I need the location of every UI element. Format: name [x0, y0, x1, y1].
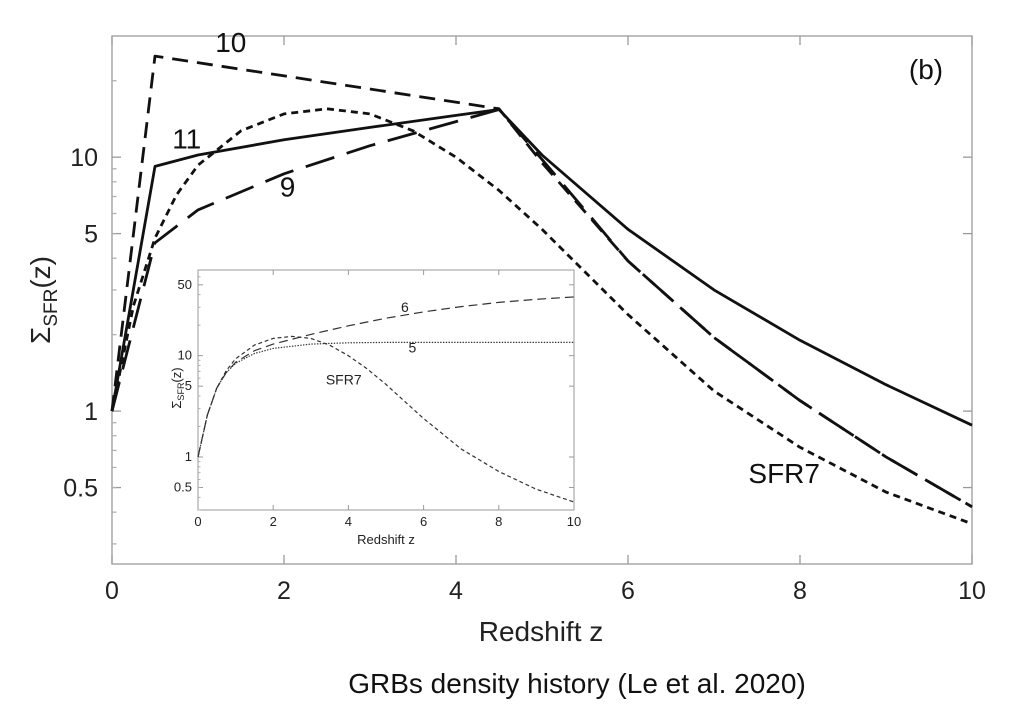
inset-y-tick-label: 1: [185, 449, 192, 464]
y-tick-label: 10: [70, 144, 98, 172]
inset-x-tick-label: 8: [495, 514, 502, 529]
y-axis-title-sub: SFR: [41, 289, 62, 327]
x-axis-title: Redshift z: [479, 616, 604, 647]
inset-x-tick-label: 10: [567, 514, 581, 529]
inset-y-axis-title-sub: SFR: [176, 382, 186, 401]
inset-x-tick-label: 4: [345, 514, 352, 529]
curve-label-9: 9: [280, 171, 296, 202]
inset-x-axis-title: Redshift z: [357, 532, 415, 547]
inset-x-tick-label: 0: [194, 514, 201, 529]
series-line-sfr7: [110, 107, 973, 526]
inset-x-tick-label: 6: [420, 514, 427, 529]
curve-label-10: 10: [215, 27, 246, 58]
x-tick-label: 6: [621, 577, 635, 605]
curve-label-sfr7: SFR7: [748, 458, 820, 489]
main-plot-frame: [111, 35, 973, 565]
inset-plot-frame: [197, 269, 575, 511]
inset-curve-label-5: 5: [409, 339, 417, 355]
inset-y-tick-label: 10: [178, 348, 192, 363]
inset-series-line-sfr7: [197, 335, 575, 503]
chart-figure: 0 2 4 6 8 10 0.5 1 5 10 10 11 9 SFR7 (b) Redshift z …: [25, 27, 986, 647]
y-axis-title-base: Σ: [25, 327, 56, 344]
main-annotations: 10 11 9 SFR7: [172, 27, 820, 489]
inset-series: [197, 296, 575, 503]
curve-label-11: 11: [172, 124, 201, 155]
y-tick-label: 1: [84, 398, 98, 426]
x-tick-label: 2: [277, 577, 291, 605]
inset-axis-ticks: 0 2 4 6 8 10 0.5 1 5 10 50: [174, 270, 581, 529]
inset-frame-rect: [197, 269, 575, 511]
inset-y-axis-title-tail: (z): [169, 367, 184, 382]
inset-series-line-6: [197, 296, 575, 458]
y-axis-title: ΣSFR(z): [25, 256, 62, 344]
inset-y-tick-label: 50: [178, 277, 192, 292]
y-axis-title-tail: (z): [25, 256, 56, 289]
x-tick-label: 4: [449, 577, 463, 605]
inset-y-tick-label: 0.5: [174, 480, 192, 495]
x-tick-label: 8: [793, 577, 807, 605]
frame-rect: [111, 35, 973, 565]
series-line-9: [110, 108, 973, 509]
y-tick-label: 5: [84, 221, 98, 249]
panel-label: (b): [909, 54, 943, 85]
figure-caption: GRBs density history (Le et al. 2020): [0, 668, 1010, 700]
inset-curve-label-6: 6: [401, 299, 409, 315]
main-series: [110, 54, 973, 526]
inset-annotations: 6 5 SFR7: [326, 299, 417, 388]
figure-caption-text: GRBs density history (Le et al. 2020): [348, 668, 806, 699]
inset-curve-label-sfr7: SFR7: [326, 371, 362, 387]
inset-series-line-5: [197, 341, 574, 458]
x-tick-label: 0: [105, 577, 119, 605]
y-tick-label: 0.5: [63, 475, 98, 503]
inset-y-axis-title: ΣSFR(z): [169, 367, 186, 408]
inset-x-tick-label: 2: [270, 514, 277, 529]
inset-chart: 0 2 4 6 8 10 0.5 1 5 10 50 6 5 SFR7 Redshift z ΣSFR(…: [169, 269, 581, 547]
x-tick-label: 10: [958, 577, 986, 605]
inset-y-axis-title-base: Σ: [169, 401, 184, 409]
inset-y-tick-label: 5: [185, 378, 192, 393]
